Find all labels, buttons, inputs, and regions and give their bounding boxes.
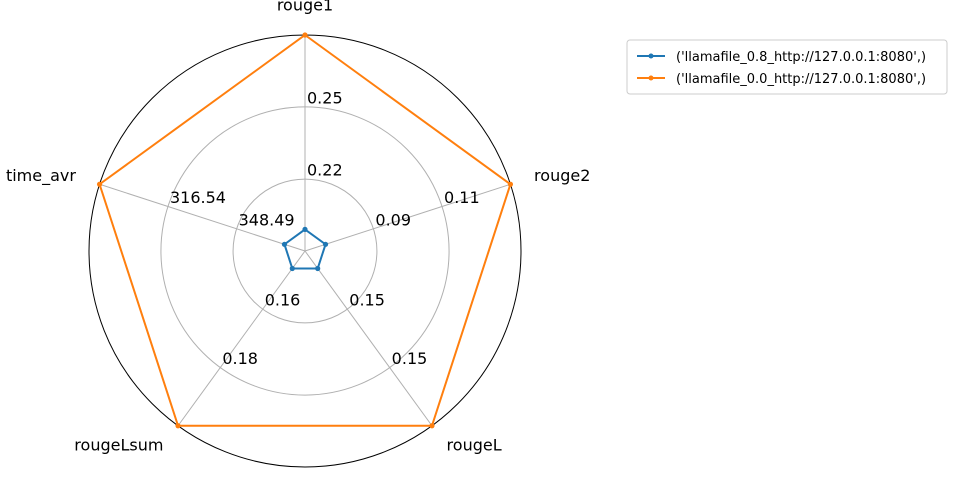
tick-label-rouge2-2: 0.11 [444, 188, 480, 207]
spoke-rougeLsum [177, 250, 306, 427]
series-1-point-rouge1 [302, 226, 308, 232]
spoke-rouge2 [304, 183, 511, 252]
legend-swatch-marker-2 [648, 75, 654, 81]
series-2-point-rouge2 [507, 181, 514, 187]
series-1-point-rouge2 [322, 241, 329, 247]
series-2-point-rouge1 [302, 32, 308, 38]
legend-frame [626, 39, 948, 95]
tick-label-rougeL-2: 0.15 [392, 349, 428, 368]
legend-swatch-marker-1 [648, 53, 654, 59]
legend-entry-1: ('llamafile_0.8_http://127.0.0.1:8080',) [676, 50, 926, 65]
axis-label-rougeL: rougeL [447, 435, 502, 454]
legend: ('llamafile_0.8_http://127.0.0.1:8080',)… [626, 39, 948, 95]
tick-label-rouge1-1: 0.22 [307, 161, 343, 180]
series-line-2 [98, 33, 512, 427]
axis-label-rouge1: rouge1 [277, 0, 333, 15]
tick-label-rouge2-1: 0.09 [375, 210, 411, 229]
tick-label-rougeLsum-2: 0.18 [222, 349, 258, 368]
label-layer: rouge1 rouge2 rougeL rougeLsum time_avr 0.22 0… [6, 0, 590, 454]
series-2-point-time_avr [96, 181, 103, 187]
series-line-1 [283, 228, 327, 270]
axis-label-rougeLsum: rougeLsum [74, 435, 163, 454]
spoke-time_avr [99, 183, 306, 252]
tick-label-rouge1-2: 0.25 [307, 88, 343, 107]
legend-entry-2: ('llamafile_0.0_http://127.0.0.1:8080',) [676, 72, 926, 87]
series-1-point-rougeLsum [289, 265, 295, 272]
tick-label-rougeL-1: 0.15 [349, 291, 385, 310]
tick-label-time_avr-2: 316.54 [170, 188, 226, 207]
tick-label-time_avr-1: 348.49 [239, 210, 295, 229]
series-2-point-rougeL [429, 423, 435, 429]
series-2-point-rougeLsum [175, 423, 181, 429]
axis-label-rouge2: rouge2 [534, 166, 590, 185]
axis-label-time_avr: time_avr [6, 166, 76, 186]
tick-label-rougeLsum-1: 0.16 [265, 291, 301, 310]
series-layer [96, 32, 514, 429]
series-1-point-time_avr [281, 241, 288, 247]
series-1-point-rougeL [315, 265, 321, 272]
spoke-rougeL [304, 250, 433, 427]
grid-layer [88, 34, 522, 468]
